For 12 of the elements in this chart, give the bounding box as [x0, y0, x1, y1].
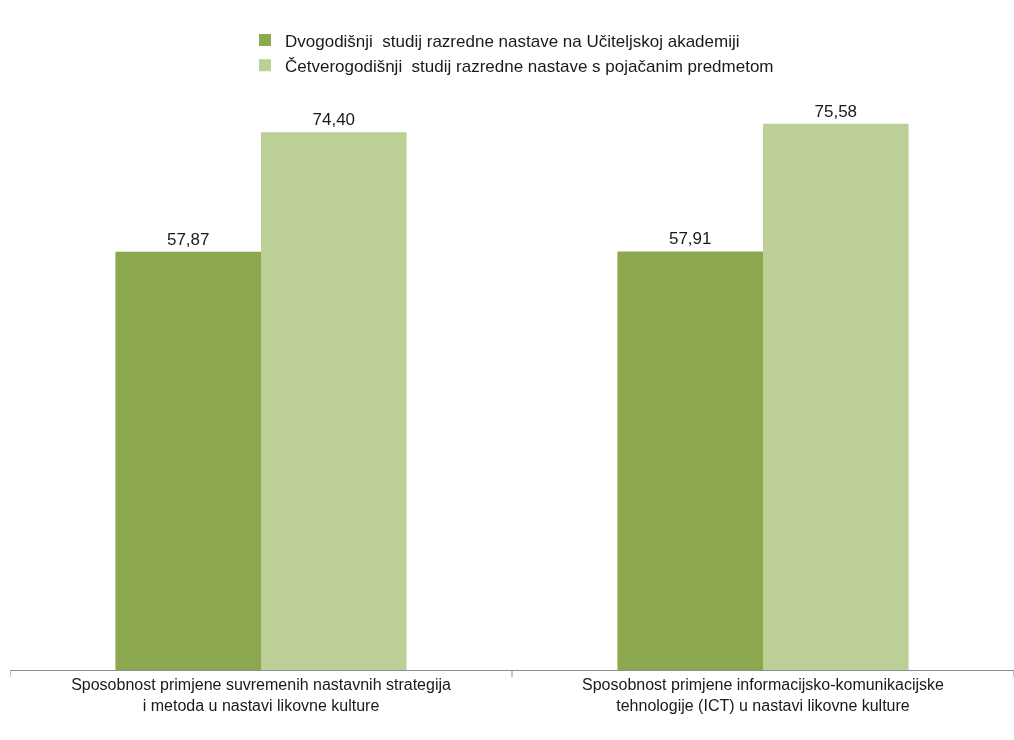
bar — [763, 123, 909, 670]
bar — [617, 251, 763, 670]
bar — [115, 251, 261, 670]
data-label: 74,40 — [312, 110, 356, 130]
x-tick-label: Sposobnost primjene suvremenih nastavnih strategija i metoda u nastavi likovne kulture — [71, 676, 451, 714]
x-tick-label: Sposobnost primjene informacijsko-komunikacijske tehnologije (ICT) u nastavi likovne kulture — [582, 676, 945, 714]
data-label: 57,87 — [166, 229, 210, 249]
data-label: 57,91 — [668, 229, 712, 249]
bar — [261, 132, 407, 670]
data-label: 75,58 — [814, 101, 858, 121]
legend-label: Četverogodišnji studij razredne nastave s pojačanim predmetom — [285, 56, 774, 76]
legend-label: Dvogodišnji studij razredne nastave na Učiteljskoj akademiji — [285, 31, 740, 51]
